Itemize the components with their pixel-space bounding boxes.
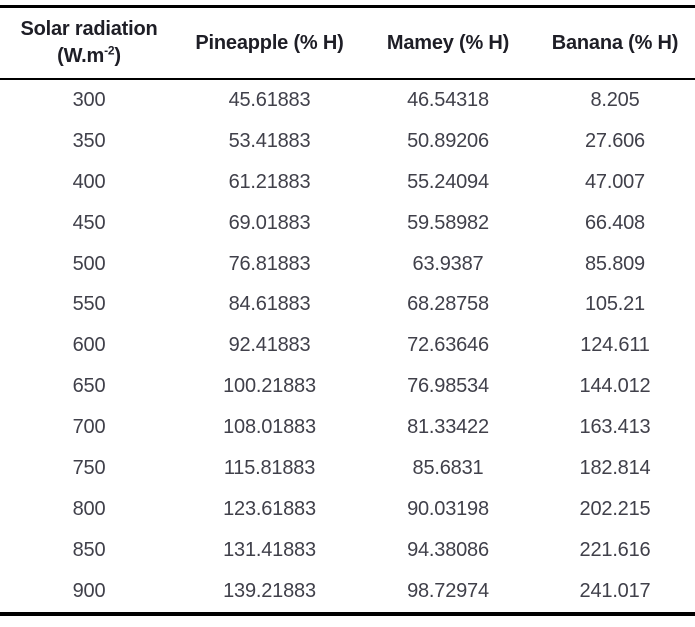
cell-banana: 105.21 <box>585 293 645 316</box>
cell-banana: 202.215 <box>579 497 651 520</box>
table-row: 650 100.21883 76.98534 144.012 <box>0 366 695 407</box>
cell-solar-radiation: 500 <box>72 252 106 275</box>
cell-pineapple: 108.01883 <box>223 416 316 439</box>
cell-solar-radiation: 300 <box>72 88 106 111</box>
table-body: 300 45.61883 46.54318 8.205 350 53.41883… <box>0 80 695 612</box>
cell-mamey: 81.33422 <box>407 416 489 439</box>
cell-solar-radiation: 650 <box>72 375 106 398</box>
cell-mamey: 94.38086 <box>407 538 489 561</box>
cell-mamey: 59.58982 <box>407 211 489 234</box>
cell-solar-radiation: 850 <box>72 538 106 561</box>
cell-banana: 241.017 <box>579 579 651 602</box>
cell-pineapple: 84.61883 <box>228 293 311 316</box>
cell-banana: 144.012 <box>579 375 651 398</box>
cell-mamey: 72.63646 <box>407 334 489 357</box>
cell-solar-radiation: 450 <box>72 211 106 234</box>
cell-banana: 221.616 <box>579 538 651 561</box>
cell-mamey: 63.9387 <box>412 252 484 275</box>
cell-mamey: 98.72974 <box>407 579 489 602</box>
cell-solar-radiation: 350 <box>72 129 106 152</box>
cell-banana: 85.809 <box>585 252 645 275</box>
cell-solar-radiation: 750 <box>72 456 106 479</box>
unit-text-close: ) <box>114 45 121 67</box>
table-row: 550 84.61883 68.28758 105.21 <box>0 284 695 325</box>
cell-solar-radiation: 900 <box>72 579 106 602</box>
cell-solar-radiation: 550 <box>72 293 106 316</box>
table-row: 750 115.81883 85.6831 182.814 <box>0 448 695 489</box>
cell-mamey: 90.03198 <box>407 497 489 520</box>
column-header-banana: Banana (% H) <box>551 31 679 54</box>
table-row: 300 45.61883 46.54318 8.205 <box>0 80 695 121</box>
table-row: 450 69.01883 59.58982 66.408 <box>0 203 695 244</box>
cell-pineapple: 92.41883 <box>228 334 311 357</box>
cell-banana: 163.413 <box>579 416 651 439</box>
table-row: 600 92.41883 72.63646 124.611 <box>0 325 695 366</box>
table-row: 500 76.81883 63.9387 85.809 <box>0 244 695 285</box>
table-row: 800 123.61883 90.03198 202.215 <box>0 489 695 530</box>
unit-text-open: (W.m <box>57 45 105 67</box>
column-header-mamey: Mamey (% H) <box>386 31 510 54</box>
cell-banana: 124.611 <box>580 334 650 357</box>
cell-pineapple: 76.81883 <box>228 252 311 275</box>
cell-solar-radiation: 800 <box>72 497 106 520</box>
cell-mamey: 85.6831 <box>412 456 484 479</box>
table-row: 850 131.41883 94.38086 221.616 <box>0 530 695 571</box>
unit-exponent: -2 <box>104 43 115 58</box>
cell-banana: 8.205 <box>590 88 640 111</box>
table-row: 700 108.01883 81.33422 163.413 <box>0 407 695 448</box>
cell-mamey: 55.24094 <box>407 170 489 193</box>
cell-mamey: 76.98534 <box>407 375 489 398</box>
solar-radiation-humidity-table: Solar radiation (W.m-2) Pineapple (% H) … <box>0 5 695 616</box>
cell-mamey: 50.89206 <box>407 129 489 152</box>
cell-banana: 47.007 <box>585 170 645 193</box>
column-header-solar-radiation: Solar radiation (W.m-2) <box>0 16 178 70</box>
cell-pineapple: 100.21883 <box>223 375 316 398</box>
cell-pineapple: 61.21883 <box>228 170 311 193</box>
table-row: 400 61.21883 55.24094 47.007 <box>0 162 695 203</box>
column-header-pineapple: Pineapple (% H) <box>195 31 344 54</box>
cell-pineapple: 45.61883 <box>228 88 311 111</box>
cell-pineapple: 139.21883 <box>223 579 316 602</box>
cell-banana: 182.814 <box>579 456 651 479</box>
cell-pineapple: 131.41883 <box>223 538 316 561</box>
cell-pineapple: 69.01883 <box>228 211 311 234</box>
cell-solar-radiation: 600 <box>72 334 106 357</box>
cell-pineapple: 115.81883 <box>223 456 316 479</box>
table-row: 350 53.41883 50.89206 27.606 <box>0 121 695 162</box>
table-row: 900 139.21883 98.72974 241.017 <box>0 571 695 612</box>
cell-banana: 66.408 <box>585 211 645 234</box>
cell-pineapple: 123.61883 <box>223 497 316 520</box>
cell-pineapple: 53.41883 <box>228 129 311 152</box>
cell-mamey: 68.28758 <box>407 293 489 316</box>
cell-solar-radiation: 700 <box>72 416 106 439</box>
table-header-row: Solar radiation (W.m-2) Pineapple (% H) … <box>0 8 695 80</box>
column-header-solar-radiation-unit: (W.m-2) <box>0 43 178 70</box>
column-header-solar-radiation-label: Solar radiation <box>20 18 158 40</box>
cell-banana: 27.606 <box>585 129 645 152</box>
cell-mamey: 46.54318 <box>407 88 489 111</box>
cell-solar-radiation: 400 <box>72 170 106 193</box>
